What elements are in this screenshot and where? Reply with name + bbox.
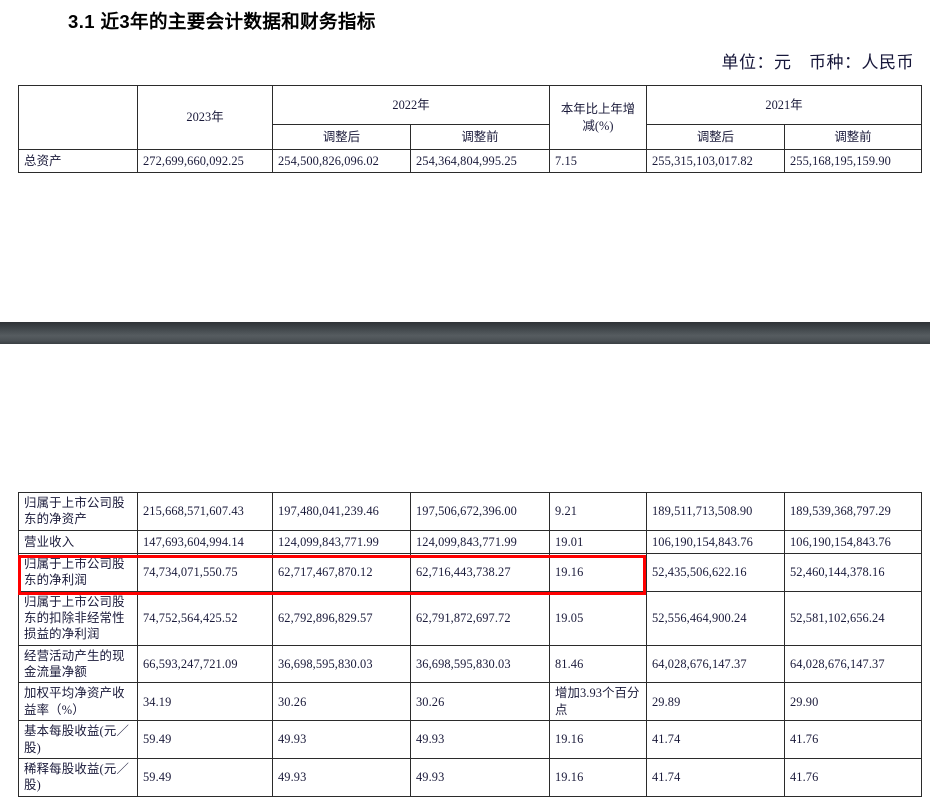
cell-2022-after: 36,698,595,830.03 [272,644,411,684]
cell-2023: 272,699,660,092.25 [137,149,273,173]
header-corner [18,85,138,150]
row-label: 稀释每股收益(元／股) [18,757,138,797]
cell-change: 19.16 [549,757,647,797]
cell-change: 81.46 [549,644,647,684]
table-row: 经营活动产生的现金流量净额 66,593,247,721.09 36,698,595… [18,644,922,684]
cell-2022-after: 197,480,041,239.46 [272,492,411,531]
header-year-2021: 2021年 [646,85,922,125]
cell-2022-after: 62,792,896,829.57 [272,590,411,646]
row-label: 营业收入 [18,529,138,554]
cell-2022-after: 62,717,467,870.12 [272,552,411,592]
cell-2021-before: 41.76 [784,757,922,797]
table-row: 归属于上市公司股东的净资产 215,668,571,607.43 197,480,0… [18,492,922,531]
cell-2021-before: 52,581,102,656.24 [784,590,922,646]
table-header-row-primary: 2023年 2022年 本年比上年增减(%) 2021年 [18,85,922,150]
cell-2022-before: 197,506,672,396.00 [410,492,550,531]
header-2022-adjusted-after: 调整后 [272,124,411,150]
cell-2022-before: 49.93 [410,757,550,797]
cell-2021-after: 255,315,103,017.82 [646,149,785,173]
cell-2022-before: 62,791,872,697.72 [410,590,550,646]
row-label: 经营活动产生的现金流量净额 [18,644,138,684]
table-financial-indicators: 归属于上市公司股东的净资产 215,668,571,607.43 197,480,0… [18,492,922,797]
cell-2022-before: 62,716,443,738.27 [410,552,550,592]
cell-2021-after: 64,028,676,147.37 [646,644,785,684]
cell-2022-before: 49.93 [410,720,550,759]
cell-2023: 66,593,247,721.09 [137,644,273,684]
cell-2021-after: 41.74 [646,720,785,759]
cell-2021-before: 52,460,144,378.16 [784,552,922,592]
cell-2021-before: 64,028,676,147.37 [784,644,922,684]
cell-2022-before: 124,099,843,771.99 [410,529,550,554]
row-label: 加权平均净资产收益率（%） [18,682,138,722]
page-separator-band [0,322,930,344]
cell-2021-after: 41.74 [646,757,785,797]
table-row: 基本每股收益(元／股) 59.49 49.93 49.93 19.16 41.74 41.7… [18,720,922,759]
row-label: 归属于上市公司股东的净资产 [18,492,138,531]
table-row: 稀释每股收益(元／股) 59.49 49.93 49.93 19.16 41.74 41.7… [18,757,922,797]
cell-2022-after: 124,099,843,771.99 [272,529,411,554]
table-row: 加权平均净资产收益率（%） 34.19 30.26 30.26 增加3.93个百分点 29… [18,682,922,722]
cell-2021-before: 41.76 [784,720,922,759]
cell-change: 增加3.93个百分点 [549,682,647,722]
table-row: 归属于上市公司股东的净利润 74,734,071,550.75 62,717,467… [18,552,922,592]
cell-2023: 59.49 [137,720,273,759]
cell-2023: 59.49 [137,757,273,797]
header-yoy-change: 本年比上年增减(%) [549,85,647,150]
table-row: 归属于上市公司股东的扣除非经常性损益的净利润 74,752,564,425.52 6… [18,590,922,646]
cell-2023: 147,693,604,994.14 [137,529,273,554]
cell-change: 19.16 [549,720,647,759]
cell-change: 19.16 [549,552,647,592]
cell-change: 19.01 [549,529,647,554]
cell-2021-after: 52,435,506,622.16 [646,552,785,592]
cell-2023: 34.19 [137,682,273,722]
cell-2022-before: 254,364,804,995.25 [410,149,550,173]
header-year-2022: 2022年 [272,85,550,125]
page-title: 3.1 近3年的主要会计数据和财务指标 [68,11,376,32]
header-2021-adjusted-after: 调整后 [646,124,785,150]
cell-2021-after: 189,511,713,508.90 [646,492,785,531]
cell-2021-before: 189,539,368,797.29 [784,492,922,531]
table-total-assets: 2023年 2022年 本年比上年增减(%) 2021年 调整后 调整前 调整后… [18,85,922,173]
unit-currency-note: 单位：元 币种：人民币 [721,53,914,72]
cell-2023: 74,752,564,425.52 [137,590,273,646]
cell-2023: 74,734,071,550.75 [137,552,273,592]
cell-change: 19.05 [549,590,647,646]
cell-2021-before: 106,190,154,843.76 [784,529,922,554]
table-row: 总资产 272,699,660,092.25 254,500,826,096.0… [18,149,922,173]
table-header-row-secondary: 调整后 调整前 调整后 调整前 [19,124,922,150]
cell-2022-after: 49.93 [272,720,411,759]
cell-change: 7.15 [549,149,647,173]
header-2022-adjusted-before: 调整前 [410,124,550,150]
cell-2022-after: 49.93 [272,757,411,797]
row-label: 归属于上市公司股东的净利润 [18,552,138,592]
header-2021-adjusted-before: 调整前 [784,124,922,150]
cell-2021-before: 255,168,195,159.90 [784,149,922,173]
header-year-2023: 2023年 [137,85,273,150]
cell-2022-after: 254,500,826,096.02 [272,149,411,173]
cell-2021-after: 106,190,154,843.76 [646,529,785,554]
cell-change: 9.21 [549,492,647,531]
row-label: 总资产 [18,149,138,173]
row-label: 基本每股收益(元／股) [18,720,138,759]
cell-2021-after: 29.89 [646,682,785,722]
row-label: 归属于上市公司股东的扣除非经常性损益的净利润 [18,590,138,646]
cell-2022-before: 30.26 [410,682,550,722]
cell-2021-before: 29.90 [784,682,922,722]
cell-2021-after: 52,556,464,900.24 [646,590,785,646]
cell-2022-before: 36,698,595,830.03 [410,644,550,684]
cell-2023: 215,668,571,607.43 [137,492,273,531]
cell-2022-after: 30.26 [272,682,411,722]
table-row: 营业收入 147,693,604,994.14 124,099,843,771.99… [18,529,922,554]
